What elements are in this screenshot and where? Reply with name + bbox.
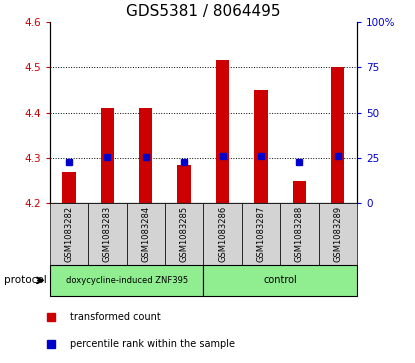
Text: GSM1083285: GSM1083285 — [180, 206, 189, 262]
Text: GSM1083284: GSM1083284 — [141, 206, 150, 262]
Text: protocol: protocol — [4, 276, 47, 285]
Text: GSM1083283: GSM1083283 — [103, 206, 112, 262]
FancyBboxPatch shape — [280, 203, 319, 265]
FancyBboxPatch shape — [88, 203, 127, 265]
Text: transformed count: transformed count — [70, 312, 161, 322]
FancyBboxPatch shape — [50, 265, 203, 296]
FancyBboxPatch shape — [165, 203, 203, 265]
Bar — [62, 172, 76, 203]
Text: GSM1083288: GSM1083288 — [295, 206, 304, 262]
Bar — [254, 90, 268, 203]
Bar — [139, 108, 152, 203]
Text: GSM1083289: GSM1083289 — [333, 206, 342, 262]
Bar — [331, 67, 344, 203]
Bar — [293, 181, 306, 203]
FancyBboxPatch shape — [127, 203, 165, 265]
Text: GSM1083282: GSM1083282 — [64, 206, 73, 262]
FancyBboxPatch shape — [203, 203, 242, 265]
Text: doxycycline-induced ZNF395: doxycycline-induced ZNF395 — [66, 276, 188, 285]
Text: GSM1083286: GSM1083286 — [218, 206, 227, 262]
Text: GSM1083287: GSM1083287 — [256, 206, 266, 262]
Title: GDS5381 / 8064495: GDS5381 / 8064495 — [126, 4, 281, 19]
Bar — [216, 60, 229, 203]
FancyBboxPatch shape — [242, 203, 280, 265]
Text: percentile rank within the sample: percentile rank within the sample — [70, 339, 235, 349]
FancyBboxPatch shape — [203, 265, 357, 296]
FancyBboxPatch shape — [319, 203, 357, 265]
FancyBboxPatch shape — [50, 203, 88, 265]
Bar — [101, 108, 114, 203]
Text: control: control — [263, 276, 297, 285]
Bar — [178, 165, 191, 203]
